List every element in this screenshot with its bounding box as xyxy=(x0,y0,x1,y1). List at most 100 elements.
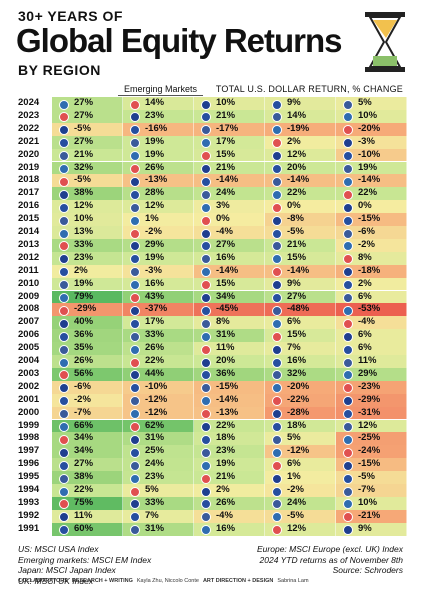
year: 2008 xyxy=(18,303,40,315)
year: 2015 xyxy=(18,213,40,225)
return-cell: 8% xyxy=(194,316,265,330)
return-value: 24% xyxy=(145,458,165,470)
return-value: -45% xyxy=(216,303,239,315)
return-cell: 27% xyxy=(52,97,123,110)
return-value: 12% xyxy=(74,200,94,212)
legend-item: Emerging markets: MSCI EM Index xyxy=(18,554,152,565)
return-cell: 33% xyxy=(123,496,194,510)
return-value: -4% xyxy=(216,226,233,237)
return-value: 29% xyxy=(145,238,165,250)
return-cell: 32% xyxy=(52,161,123,175)
return-cell: 79% xyxy=(52,290,123,304)
return-cell: -22% xyxy=(265,393,336,407)
return-cell: 9% xyxy=(336,522,407,536)
return-value: 34% xyxy=(216,290,236,302)
return-cell: 17% xyxy=(194,135,265,149)
region-icon xyxy=(343,512,353,523)
return-value: 12% xyxy=(145,200,165,212)
return-value: 79% xyxy=(74,290,94,302)
return-cell: 5% xyxy=(336,97,407,110)
return-value: 38% xyxy=(74,471,94,483)
return-cell: 20% xyxy=(265,161,336,175)
return-cell: 5% xyxy=(265,432,336,446)
return-value: 26% xyxy=(145,161,165,173)
return-cell: 26% xyxy=(52,355,123,368)
region-icon xyxy=(272,331,282,342)
return-cell: -24% xyxy=(336,445,407,459)
legend-item: US: MSCI USA Index xyxy=(18,544,99,554)
region-icon xyxy=(343,176,353,187)
return-cell: -20% xyxy=(336,122,407,136)
return-cell: 22% xyxy=(336,187,407,201)
year: 2010 xyxy=(18,277,40,289)
return-value: 1% xyxy=(145,213,159,225)
return-value: -31% xyxy=(358,406,381,418)
return-cell: 38% xyxy=(52,187,123,201)
region-icon xyxy=(59,125,69,136)
return-value: 20% xyxy=(287,161,307,173)
return-value: 62% xyxy=(145,419,165,431)
year: 2005 xyxy=(18,342,40,354)
return-value: 15% xyxy=(216,148,236,160)
return-cell: 16% xyxy=(194,251,265,265)
return-value: 33% xyxy=(145,329,165,341)
region-icon xyxy=(130,241,140,252)
table-row: 2010 19% 16% 15% 9% 2% xyxy=(18,277,408,291)
return-cell: -14% xyxy=(265,174,336,188)
return-cell: 43% xyxy=(123,290,194,304)
return-value: 26% xyxy=(216,496,236,508)
return-cell: 34% xyxy=(52,432,123,446)
region-icon xyxy=(130,293,140,303)
year: 1997 xyxy=(18,445,40,457)
region-icon xyxy=(272,164,282,174)
return-cell: 8% xyxy=(336,251,407,265)
table-row: 2006 36% 33% 31% 15% 6% xyxy=(18,329,408,343)
return-value: -15% xyxy=(358,213,381,225)
return-cell: -7% xyxy=(336,484,407,497)
region-icon xyxy=(272,357,282,368)
return-value: 27% xyxy=(287,290,307,302)
region-icon xyxy=(343,241,353,252)
region-icon xyxy=(59,176,69,187)
return-cell: 16% xyxy=(123,277,194,291)
return-cell: 7% xyxy=(265,342,336,355)
return-cell: 23% xyxy=(123,109,194,123)
region-icon xyxy=(130,383,140,394)
return-cell: 12% xyxy=(123,200,194,214)
region-icon xyxy=(201,396,211,407)
return-value: 27% xyxy=(216,238,236,250)
year: 2022 xyxy=(18,122,40,134)
return-cell: -23% xyxy=(336,380,407,394)
return-value: -14% xyxy=(216,174,239,186)
region-icon xyxy=(343,396,353,407)
region-icon xyxy=(272,112,282,123)
region-icon xyxy=(201,357,211,368)
return-value: 15% xyxy=(287,329,307,341)
region-icon xyxy=(130,447,140,458)
return-value: 9% xyxy=(287,97,301,108)
region-icon xyxy=(343,357,353,368)
return-cell: 33% xyxy=(52,238,123,252)
region-icon xyxy=(59,99,69,110)
return-cell: -18% xyxy=(336,264,407,278)
table-row: 2008 -29% -37% -45% -48% -53% xyxy=(18,303,408,317)
return-value: 22% xyxy=(287,187,307,199)
return-cell: 31% xyxy=(123,522,194,536)
region-icon xyxy=(272,267,282,278)
region-icon xyxy=(201,176,211,187)
return-cell: -12% xyxy=(123,393,194,407)
return-value: -12% xyxy=(145,406,168,418)
table-row: 2001 -2% -12% -14% -22% -29% xyxy=(18,393,408,407)
return-cell: 27% xyxy=(265,290,336,304)
return-value: 44% xyxy=(145,367,165,379)
region-icon xyxy=(343,409,353,420)
return-cell: -4% xyxy=(194,509,265,523)
table-row: 2014 13% -2% -4% -5% -6% xyxy=(18,226,408,239)
return-cell: 27% xyxy=(52,109,123,123)
return-value: -2% xyxy=(145,226,162,237)
region-icon xyxy=(201,512,211,523)
return-value: -14% xyxy=(216,264,239,276)
return-value: 22% xyxy=(145,355,165,366)
region-icon xyxy=(343,267,353,278)
return-cell: 23% xyxy=(52,251,123,265)
